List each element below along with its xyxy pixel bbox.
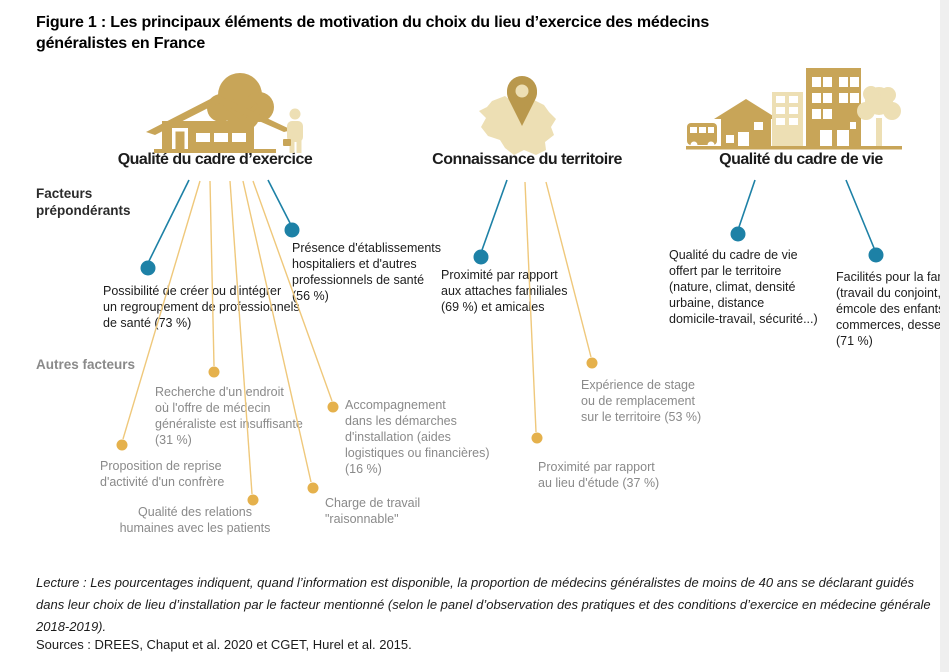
section-label-autres-facteurs: Autres facteurs (36, 357, 136, 372)
factor-accompagnement-installation: Accompagnement dans les démarches d'inst… (345, 398, 490, 476)
location-pin-icon (507, 76, 537, 126)
category-label-cadre-de-vie: Qualité du cadre de vie (719, 151, 883, 168)
factor-cadre-de-vie-territoire: Qualité du cadre de vie offert par le te… (669, 248, 818, 326)
doctor-icon (283, 108, 303, 153)
factor-lieu-etude: Proximité par rapport au lieu d'étude (3… (538, 460, 660, 490)
category-label-connaissance-territoire: Connaissance du territoire (432, 151, 622, 168)
connectors-connaissance-territoire (473, 179, 598, 444)
page-edge-strip (940, 0, 949, 672)
france-map-pin-icon (479, 76, 556, 155)
tree-icon (857, 86, 901, 148)
factor-relations-patients: Qualité des relations humaines avec les … (119, 505, 271, 535)
factor-experience-stage: Expérience de stage ou de remplacement s… (581, 378, 702, 424)
factor-charge-travail: Charge de travail "raisonnable" (325, 496, 421, 526)
section-label-facteurs-preponderants: Facteurs prépondérants (36, 186, 131, 218)
connectors-cadre-de-vie (730, 179, 884, 263)
factor-etablissements-hospitaliers: Présence d'établissements hospitaliers e… (292, 241, 441, 303)
cityscape-icon (686, 68, 902, 150)
sources-note: Sources : DREES, Chaput et al. 2020 et C… (36, 637, 412, 652)
category-label-cadre-exercice: Qualité du cadre d’exercice (117, 151, 313, 168)
factor-attaches-familiales: Proximité par rapport aux attaches famil… (441, 268, 568, 314)
figure-title: Figure 1 : Les principaux éléments de mo… (36, 14, 710, 52)
factor-reprise-activite: Proposition de reprise d'activité d'un c… (100, 459, 225, 489)
lecture-note: Lecture : Les pourcentages indiquent, qu… (36, 575, 931, 634)
factor-offre-insuffisante: Recherche d'un endroit où l'offre de méd… (155, 385, 303, 447)
factor-facilites-famille: Facilités pour la famille (travail du co… (836, 270, 949, 348)
bus-icon (687, 123, 717, 149)
connectors-cadre-exercice (116, 179, 339, 506)
house-tree-doctor-icon (146, 73, 303, 153)
